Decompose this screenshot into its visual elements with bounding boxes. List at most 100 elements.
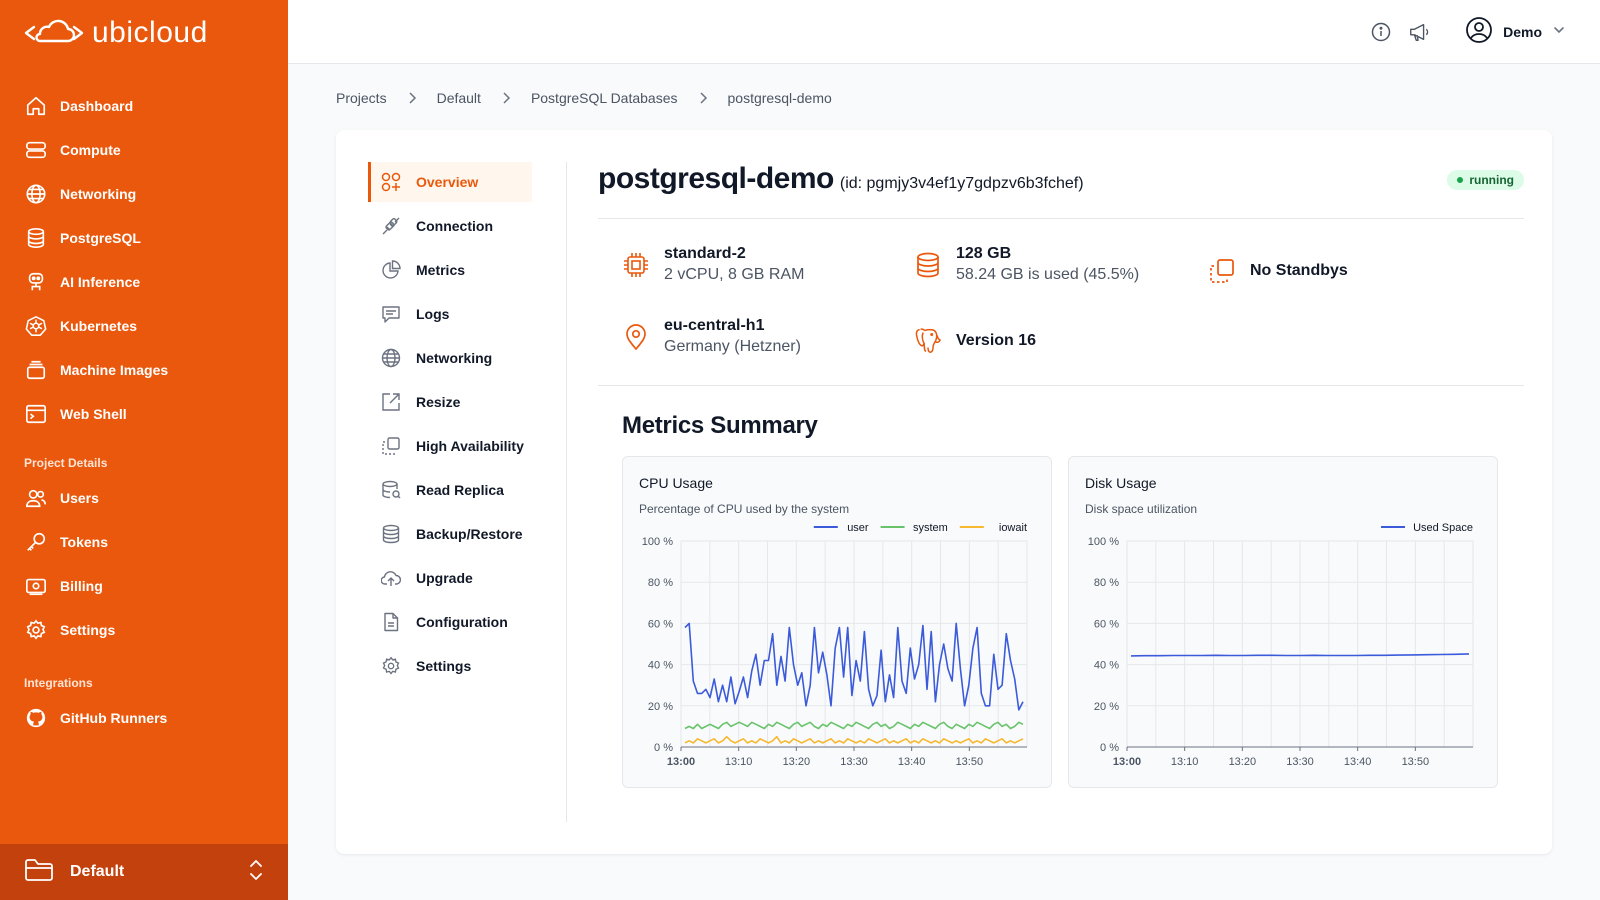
sidebar-item-label: Tokens bbox=[60, 534, 108, 550]
sidebar: ubicloud Dashboard Compute Networking Po… bbox=[0, 0, 288, 900]
subnav-connection[interactable]: Connection bbox=[368, 206, 532, 246]
cpu-usage-chart: 100 % 80 % 60 % 40 % 20 % 0 % 13:00 13:10 13:20 1… bbox=[642, 522, 1028, 768]
cpu-chart-title: CPU Usage bbox=[639, 475, 713, 491]
overview-icon bbox=[380, 171, 402, 193]
user-name: Demo bbox=[1503, 24, 1542, 40]
megaphone-icon[interactable] bbox=[1407, 20, 1431, 44]
y-tick-label: 0 % bbox=[654, 742, 673, 754]
subnav-settings[interactable]: Settings bbox=[368, 646, 532, 686]
subnav-overview[interactable]: Overview bbox=[368, 162, 532, 202]
user-avatar-icon bbox=[1465, 16, 1493, 49]
robot-icon bbox=[24, 270, 48, 294]
subnav-label: Logs bbox=[416, 306, 450, 322]
chevron-right-icon bbox=[501, 92, 511, 104]
sidebar-item-web-shell[interactable]: Web Shell bbox=[0, 392, 288, 436]
sidebar-item-compute[interactable]: Compute bbox=[0, 128, 288, 172]
page-title: postgresql-demo bbox=[598, 162, 834, 195]
series-line-system bbox=[684, 721, 1024, 730]
y-tick-label: 60 % bbox=[1094, 618, 1119, 630]
sidebar-item-github-runners[interactable]: GitHub Runners bbox=[0, 696, 288, 740]
metrics-summary-title: Metrics Summary bbox=[622, 412, 818, 439]
y-tick-label: 60 % bbox=[648, 618, 673, 630]
x-tick-label: 13:00 bbox=[1113, 756, 1141, 768]
sidebar-item-billing[interactable]: Billing bbox=[0, 564, 288, 608]
sidebar-item-machine-images[interactable]: Machine Images bbox=[0, 348, 288, 392]
copy-icon bbox=[1208, 257, 1236, 285]
legend-label: iowait bbox=[999, 522, 1027, 534]
prop-standby: No Standbys bbox=[1208, 257, 1348, 285]
chevron-up-down-icon bbox=[248, 859, 264, 886]
sidebar-item-users[interactable]: Users bbox=[0, 476, 288, 520]
breadcrumb-current[interactable]: postgresql-demo bbox=[727, 90, 832, 106]
sidebar-item-label: Users bbox=[60, 490, 99, 506]
location-provider: Germany (Hetzner) bbox=[664, 338, 801, 355]
project-switcher-label: Default bbox=[70, 863, 125, 880]
terminal-icon bbox=[24, 402, 48, 426]
sidebar-item-label: Compute bbox=[60, 142, 121, 158]
chevron-right-icon bbox=[698, 92, 708, 104]
sidebar-item-kubernetes[interactable]: Kubernetes bbox=[0, 304, 288, 348]
info-icon[interactable] bbox=[1369, 20, 1393, 44]
vm-spec: 2 vCPU, 8 GB RAM bbox=[664, 266, 805, 283]
subnav-backup-restore[interactable]: Backup/Restore bbox=[368, 514, 532, 554]
cloud-logo-icon bbox=[24, 19, 84, 43]
cpu-icon bbox=[622, 251, 650, 279]
sidebar-item-label: Machine Images bbox=[60, 362, 169, 378]
subnav-high-availability[interactable]: High Availability bbox=[368, 426, 532, 466]
x-tick-label: 13:10 bbox=[1171, 756, 1199, 768]
postgresql-elephant-icon bbox=[914, 327, 942, 355]
breadcrumb-postgresql[interactable]: PostgreSQL Databases bbox=[530, 90, 678, 106]
home-icon bbox=[24, 94, 48, 118]
brand-name: ubicloud bbox=[92, 16, 208, 49]
sidebar-item-settings[interactable]: Settings bbox=[0, 608, 288, 652]
project-switcher[interactable]: Default bbox=[0, 844, 288, 900]
kubernetes-icon bbox=[24, 314, 48, 338]
prop-location: eu-central-h1 Germany (Hetzner) bbox=[622, 317, 801, 356]
y-tick-label: 40 % bbox=[1094, 660, 1119, 672]
breadcrumb-project[interactable]: Default bbox=[436, 90, 481, 106]
subnav-networking[interactable]: Networking bbox=[368, 338, 532, 378]
sidebar-item-tokens[interactable]: Tokens bbox=[0, 520, 288, 564]
prop-vm-size: standard-2 2 vCPU, 8 GB RAM bbox=[622, 245, 804, 284]
subnav-logs[interactable]: Logs bbox=[368, 294, 532, 334]
subnav-label: Configuration bbox=[416, 614, 508, 630]
disk-chart-title: Disk Usage bbox=[1085, 475, 1157, 491]
x-tick-label: 13:20 bbox=[783, 756, 811, 768]
y-tick-label: 80 % bbox=[648, 577, 673, 589]
stack-icon bbox=[24, 358, 48, 382]
y-tick-label: 100 % bbox=[642, 536, 673, 548]
server-icon bbox=[24, 138, 48, 162]
x-tick-label: 13:50 bbox=[1402, 756, 1430, 768]
x-tick-label: 13:30 bbox=[840, 756, 868, 768]
sidebar-item-ai-inference[interactable]: AI Inference bbox=[0, 260, 288, 304]
location-name: eu-central-h1 bbox=[664, 317, 765, 334]
breadcrumb-projects[interactable]: Projects bbox=[336, 90, 387, 106]
sidebar-item-postgresql[interactable]: PostgreSQL bbox=[0, 216, 288, 260]
resource-subnav: Overview Connection Metrics Logs Network… bbox=[368, 162, 532, 690]
properties-grid: standard-2 2 vCPU, 8 GB RAM 128 GB 58.24 G… bbox=[598, 219, 1524, 385]
resource-id: (id: pgmjy3v4ef1y7gdpzv6b3fchef) bbox=[839, 175, 1084, 192]
breadcrumb: Projects Default PostgreSQL Databases po… bbox=[336, 88, 832, 108]
ubicloud-logo[interactable]: ubicloud bbox=[24, 16, 208, 50]
key-icon bbox=[24, 530, 48, 554]
sidebar-item-networking[interactable]: Networking bbox=[0, 172, 288, 216]
subnav-configuration[interactable]: Configuration bbox=[368, 602, 532, 642]
disk-usage-chart: 100 % 80 % 60 % 40 % 20 % 0 % 13:00 13:10 13:20 1… bbox=[1088, 522, 1474, 768]
subnav-metrics[interactable]: Metrics bbox=[368, 250, 532, 290]
x-tick-label: 13:40 bbox=[1344, 756, 1372, 768]
gear-icon bbox=[380, 655, 402, 677]
sidebar-item-label: Kubernetes bbox=[60, 318, 138, 334]
user-menu[interactable]: Demo bbox=[1465, 16, 1566, 49]
database-icon bbox=[24, 226, 48, 250]
legend-label: system bbox=[913, 522, 948, 534]
sidebar-item-dashboard[interactable]: Dashboard bbox=[0, 84, 288, 128]
vm-size: standard-2 bbox=[664, 245, 746, 262]
subnav-divider bbox=[566, 162, 567, 822]
subnav-upgrade[interactable]: Upgrade bbox=[368, 558, 532, 598]
gear-icon bbox=[24, 618, 48, 642]
subnav-read-replica[interactable]: Read Replica bbox=[368, 470, 532, 510]
main-nav: Dashboard Compute Networking PostgreSQL … bbox=[0, 84, 288, 740]
subnav-resize[interactable]: Resize bbox=[368, 382, 532, 422]
users-icon bbox=[24, 486, 48, 510]
map-pin-icon bbox=[622, 323, 650, 351]
